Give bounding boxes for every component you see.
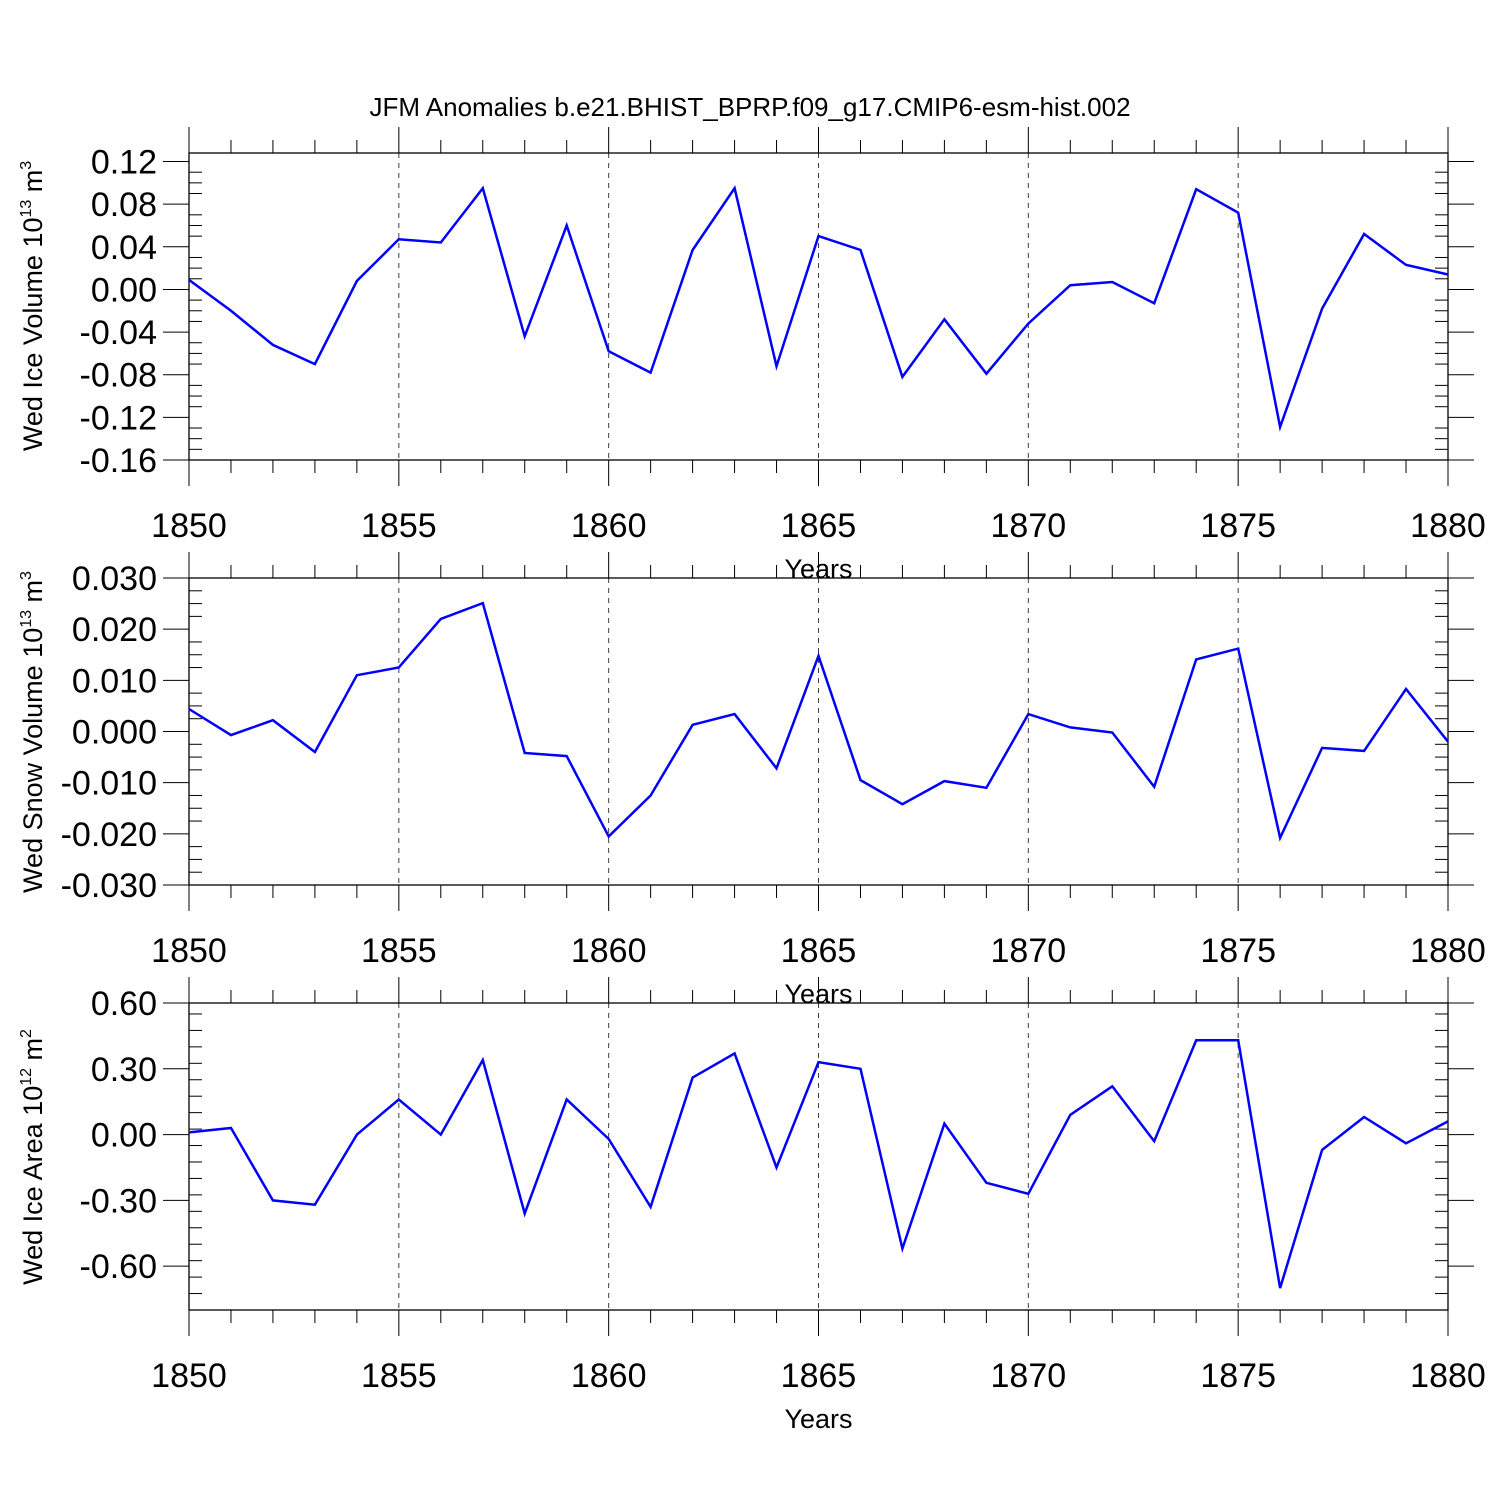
x-tick-label: 1880 xyxy=(1410,932,1486,970)
series-line xyxy=(188,1039,1449,1289)
y-axis-title: Wed Ice Area 1012 m2 xyxy=(18,1029,48,1285)
chart-title: JFM Anomalies b.e21.BHIST_BPRP.f09_g17.C… xyxy=(369,92,1130,122)
panel-1: 1850 1855 1860 1865 1870 1875 1880Years-0.16-0… xyxy=(18,127,1486,584)
panel-2: 1850 1855 1860 1865 1870 1875 1880Years-0.030-… xyxy=(18,552,1486,1009)
y-tick-label: -0.04 xyxy=(80,314,158,352)
x-tick-label: 1865 xyxy=(781,932,857,970)
x-tick-label: 1855 xyxy=(361,932,437,970)
y-tick-label: 0.010 xyxy=(72,662,157,700)
y-axis-title: Wed Ice Volume 1013 m3 xyxy=(18,161,48,451)
y-tick-label: 0.60 xyxy=(91,985,157,1023)
y-tick-label: -0.60 xyxy=(80,1248,158,1286)
x-tick-label: 1855 xyxy=(361,507,437,545)
y-tick-label: -0.030 xyxy=(61,867,157,905)
series-line xyxy=(188,185,1449,432)
x-tick-label: 1875 xyxy=(1200,507,1276,545)
y-tick-label: 0.00 xyxy=(91,271,157,309)
y-tick-label: -0.30 xyxy=(80,1182,158,1220)
x-tick-label: 1865 xyxy=(781,1357,857,1395)
x-tick-label: 1850 xyxy=(151,1357,227,1395)
series-line xyxy=(188,601,1449,842)
x-tick-label: 1860 xyxy=(571,1357,647,1395)
x-tick-label: 1870 xyxy=(991,932,1067,970)
x-tick-label: 1850 xyxy=(151,507,227,545)
panels: 1850 1855 1860 1865 1870 1875 1880 Years -0.16 -0… xyxy=(18,127,1486,1434)
x-tick-label: 1875 xyxy=(1200,932,1276,970)
x-tick-label: 1860 xyxy=(571,932,647,970)
y-tick-label: -0.12 xyxy=(80,399,158,437)
y-tick-label: 0.000 xyxy=(72,714,157,752)
x-tick-label: 1855 xyxy=(361,1357,437,1395)
x-tick-label: 1850 xyxy=(151,932,227,970)
y-tick-label: -0.08 xyxy=(80,357,158,395)
x-tick-label: 1860 xyxy=(571,507,647,545)
x-tick-label: 1875 xyxy=(1200,1357,1276,1395)
panel-3: 1850 1855 1860 1865 1870 1875 1880 Years -0.60 -0… xyxy=(18,977,1486,1434)
y-tick-label: 0.030 xyxy=(72,560,157,598)
y-tick-label: -0.020 xyxy=(61,816,157,854)
x-axis-title: Years xyxy=(784,1404,852,1434)
y-axis-title: Wed Snow Volume 1013 m3 xyxy=(18,571,48,893)
y-tick-label: -0.010 xyxy=(61,765,157,803)
y-tick-label: 0.30 xyxy=(91,1051,157,1089)
y-tick-label: 0.08 xyxy=(91,186,157,224)
x-tick-label: 1870 xyxy=(991,507,1067,545)
y-tick-label: -0.16 xyxy=(80,442,158,480)
y-tick-label: 0.04 xyxy=(91,229,157,267)
x-tick-label: 1880 xyxy=(1410,1357,1486,1395)
x-tick-label: 1880 xyxy=(1410,507,1486,545)
y-tick-label: 0.00 xyxy=(91,1117,157,1155)
x-tick-label: 1870 xyxy=(991,1357,1067,1395)
y-tick-label: 0.020 xyxy=(72,611,157,649)
x-tick-label: 1865 xyxy=(781,507,857,545)
y-tick-label: 0.12 xyxy=(91,144,157,182)
